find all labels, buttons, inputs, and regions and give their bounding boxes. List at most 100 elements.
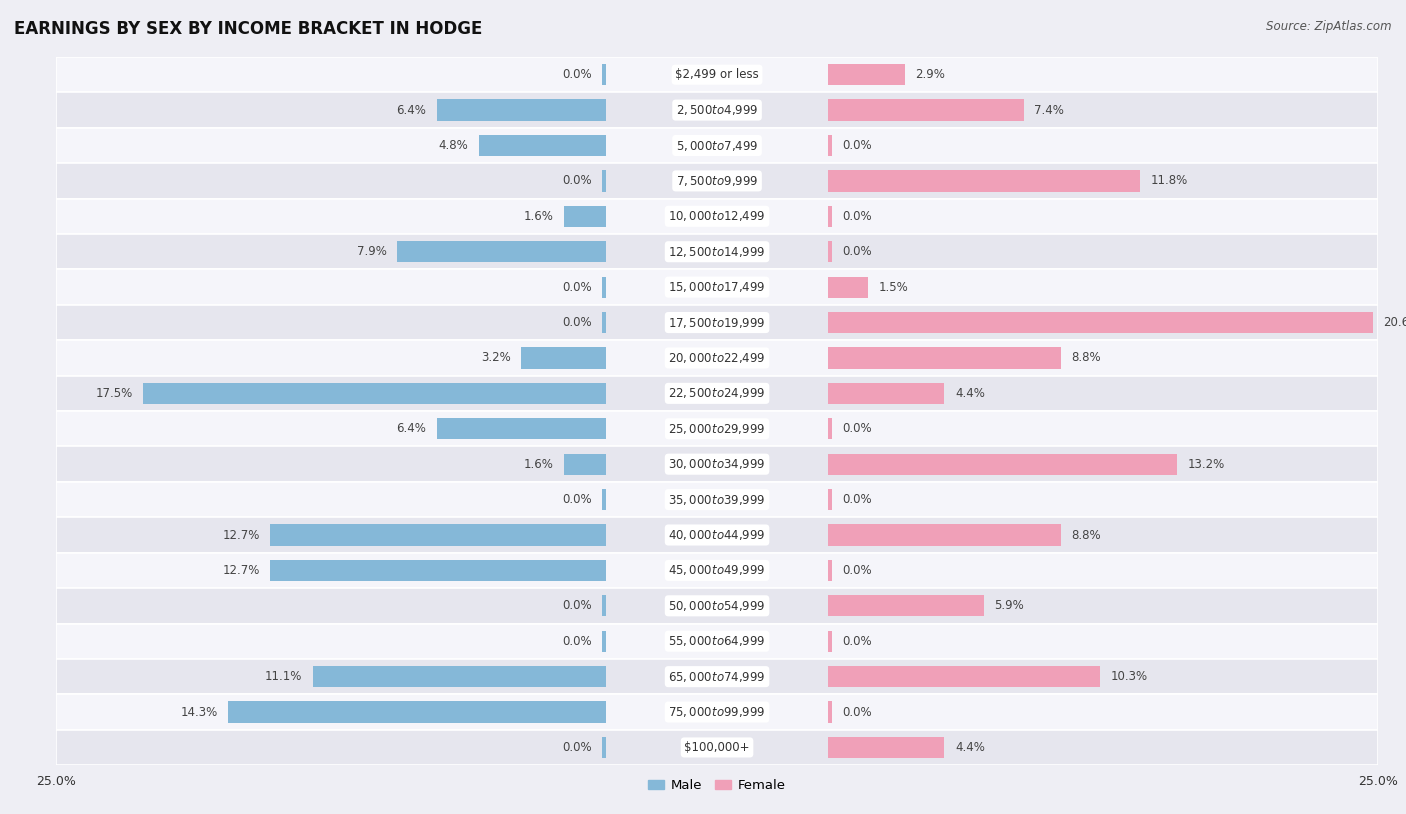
Bar <box>56 694 1378 730</box>
Text: 0.0%: 0.0% <box>842 422 872 435</box>
Bar <box>602 737 606 758</box>
Bar <box>828 524 1060 545</box>
Text: $75,000 to $99,999: $75,000 to $99,999 <box>668 705 766 719</box>
Text: $30,000 to $34,999: $30,000 to $34,999 <box>668 457 766 471</box>
Bar <box>828 453 1177 475</box>
Bar <box>270 524 606 545</box>
Text: 0.0%: 0.0% <box>562 635 592 648</box>
Bar <box>828 595 984 616</box>
Bar <box>828 277 868 298</box>
Bar <box>828 99 1024 120</box>
Text: EARNINGS BY SEX BY INCOME BRACKET IN HODGE: EARNINGS BY SEX BY INCOME BRACKET IN HOD… <box>14 20 482 38</box>
Text: 17.5%: 17.5% <box>96 387 134 400</box>
Bar <box>828 312 1372 333</box>
Bar <box>602 170 606 191</box>
Bar <box>828 631 832 652</box>
Bar <box>56 234 1378 269</box>
Text: $25,000 to $29,999: $25,000 to $29,999 <box>668 422 766 435</box>
Text: $12,500 to $14,999: $12,500 to $14,999 <box>668 245 766 259</box>
Text: 11.8%: 11.8% <box>1150 174 1188 187</box>
Bar <box>143 383 606 404</box>
Bar <box>828 383 945 404</box>
Text: $7,500 to $9,999: $7,500 to $9,999 <box>676 174 758 188</box>
Bar <box>828 348 1060 369</box>
Bar <box>602 631 606 652</box>
Bar <box>56 588 1378 624</box>
Text: 0.0%: 0.0% <box>562 281 592 294</box>
Text: 0.0%: 0.0% <box>842 493 872 506</box>
Text: 4.4%: 4.4% <box>955 387 984 400</box>
Bar <box>437 418 606 440</box>
Bar <box>602 312 606 333</box>
Text: $15,000 to $17,499: $15,000 to $17,499 <box>668 280 766 294</box>
Text: Source: ZipAtlas.com: Source: ZipAtlas.com <box>1267 20 1392 33</box>
Text: 0.0%: 0.0% <box>562 599 592 612</box>
Text: 1.5%: 1.5% <box>879 281 908 294</box>
Text: 14.3%: 14.3% <box>180 706 218 719</box>
Bar <box>56 553 1378 588</box>
Text: 8.8%: 8.8% <box>1071 528 1101 541</box>
Bar <box>437 99 606 120</box>
Bar <box>479 135 606 156</box>
Bar <box>56 199 1378 234</box>
Bar <box>602 277 606 298</box>
Bar <box>398 241 606 262</box>
Bar <box>56 57 1378 92</box>
Bar <box>56 375 1378 411</box>
Bar <box>56 730 1378 765</box>
Text: 0.0%: 0.0% <box>562 68 592 81</box>
Text: 3.2%: 3.2% <box>481 352 510 365</box>
Bar <box>56 659 1378 694</box>
Text: 7.4%: 7.4% <box>1035 103 1064 116</box>
Bar <box>56 304 1378 340</box>
Text: $5,000 to $7,499: $5,000 to $7,499 <box>676 138 758 152</box>
Text: $2,500 to $4,999: $2,500 to $4,999 <box>676 103 758 117</box>
Text: 0.0%: 0.0% <box>842 635 872 648</box>
Text: 12.7%: 12.7% <box>222 528 260 541</box>
Text: 6.4%: 6.4% <box>396 103 426 116</box>
Bar <box>56 269 1378 304</box>
Text: $40,000 to $44,999: $40,000 to $44,999 <box>668 528 766 542</box>
Bar <box>602 64 606 85</box>
Text: 7.9%: 7.9% <box>357 245 387 258</box>
Text: $100,000+: $100,000+ <box>685 741 749 754</box>
Text: $45,000 to $49,999: $45,000 to $49,999 <box>668 563 766 577</box>
Bar <box>602 489 606 510</box>
Text: 0.0%: 0.0% <box>562 174 592 187</box>
Text: 0.0%: 0.0% <box>842 564 872 577</box>
Legend: Male, Female: Male, Female <box>643 774 792 798</box>
Text: 12.7%: 12.7% <box>222 564 260 577</box>
Bar <box>564 206 606 227</box>
Text: $20,000 to $22,499: $20,000 to $22,499 <box>668 351 766 365</box>
Text: 0.0%: 0.0% <box>842 210 872 223</box>
Text: $2,499 or less: $2,499 or less <box>675 68 759 81</box>
Bar <box>602 595 606 616</box>
Text: $10,000 to $12,499: $10,000 to $12,499 <box>668 209 766 223</box>
Text: 0.0%: 0.0% <box>562 493 592 506</box>
Bar <box>56 624 1378 659</box>
Text: $50,000 to $54,999: $50,000 to $54,999 <box>668 599 766 613</box>
Bar <box>828 737 945 758</box>
Text: 4.4%: 4.4% <box>955 741 984 754</box>
Text: 6.4%: 6.4% <box>396 422 426 435</box>
Bar <box>56 411 1378 446</box>
Bar <box>828 666 1101 687</box>
Text: $22,500 to $24,999: $22,500 to $24,999 <box>668 387 766 400</box>
Text: 2.9%: 2.9% <box>915 68 945 81</box>
Text: 13.2%: 13.2% <box>1188 457 1225 470</box>
Bar <box>828 241 832 262</box>
Bar <box>270 560 606 581</box>
Bar <box>828 64 904 85</box>
Bar <box>828 702 832 723</box>
Text: 0.0%: 0.0% <box>562 741 592 754</box>
Text: $35,000 to $39,999: $35,000 to $39,999 <box>668 492 766 506</box>
Bar <box>564 453 606 475</box>
Bar <box>828 489 832 510</box>
Text: $65,000 to $74,999: $65,000 to $74,999 <box>668 670 766 684</box>
Text: 1.6%: 1.6% <box>523 457 553 470</box>
Text: 10.3%: 10.3% <box>1111 670 1149 683</box>
Bar <box>56 482 1378 518</box>
Bar <box>828 170 1140 191</box>
Text: 0.0%: 0.0% <box>842 706 872 719</box>
Bar <box>56 340 1378 375</box>
